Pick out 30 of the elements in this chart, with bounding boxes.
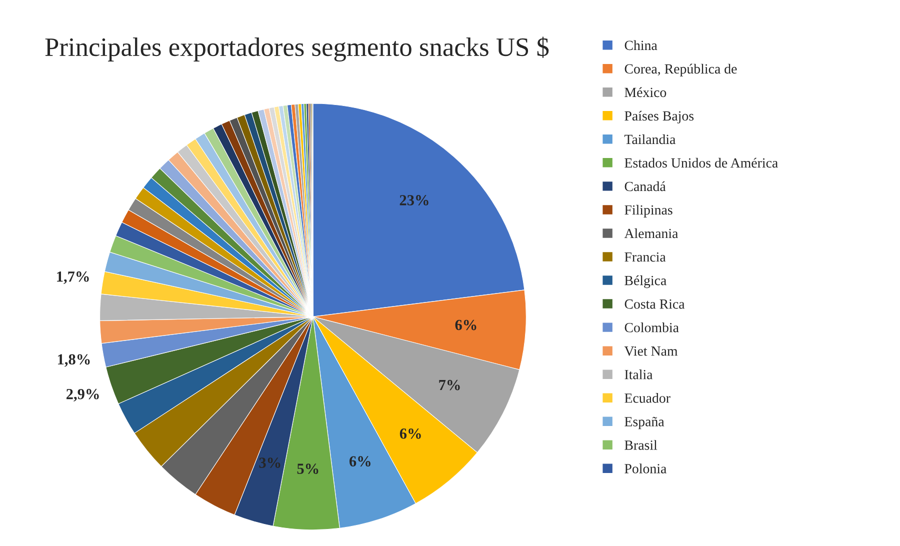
data-label: 6% xyxy=(349,456,370,467)
data-label: 7% xyxy=(439,380,460,390)
legend-label: Corea, República de xyxy=(624,64,737,76)
data-label: 6% xyxy=(455,320,476,330)
data-label: 3% xyxy=(259,458,280,468)
data-label: 5% xyxy=(297,464,318,474)
legend-label: Ecuador xyxy=(624,393,670,403)
legend-label: Francia xyxy=(624,252,666,262)
chart-title: Principales exportadores segmento snacks US $ xyxy=(45,36,549,62)
legend-label: Brasil xyxy=(624,440,658,450)
legend-label: Países Bajos xyxy=(624,110,694,124)
legend-label: China xyxy=(624,40,658,50)
legend-label: Estados Unidos de América xyxy=(624,158,778,168)
legend-label: Italia xyxy=(624,370,653,380)
legend-label: Tailandia xyxy=(624,134,676,144)
data-label: 6% xyxy=(400,428,421,439)
legend-label: Alemania xyxy=(624,228,678,238)
legend-label: Colombia xyxy=(624,322,679,332)
legend-label: Polonia xyxy=(624,464,666,474)
data-label: 2,9% xyxy=(66,388,99,402)
data-label: 1,7% xyxy=(57,271,89,284)
legend-label: Bélgica xyxy=(624,275,666,288)
legend-label: México xyxy=(624,87,666,98)
legend-label: España xyxy=(624,416,664,430)
data-label: 1,8% xyxy=(58,354,90,367)
legend-label: Costa Rica xyxy=(624,299,685,309)
legend-label: Canadá xyxy=(624,181,666,192)
legend-label: Viet Nam xyxy=(624,346,678,356)
data-label: 23% xyxy=(400,195,428,206)
legend-label: Filipinas xyxy=(624,204,672,218)
